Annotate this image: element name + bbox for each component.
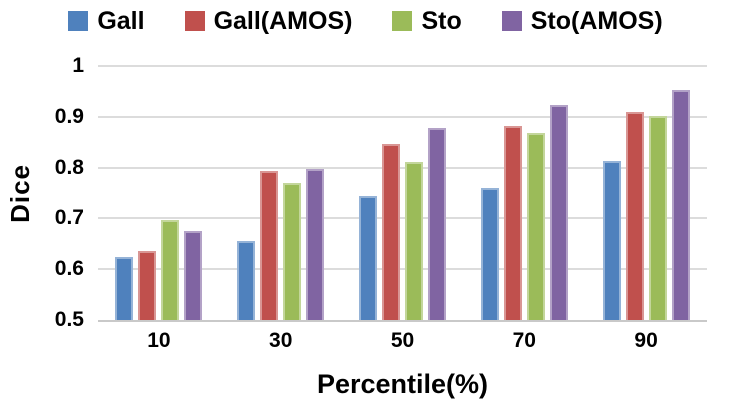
bar-sto-amos-10 — [184, 231, 203, 320]
bar-gall-50 — [358, 196, 377, 320]
bar-group-30 — [220, 66, 342, 320]
bar-group-10 — [98, 66, 220, 320]
legend-item-sto-amos: Sto(AMOS) — [501, 7, 663, 35]
bar-sto-amos-30 — [306, 168, 325, 320]
gridline-1 — [98, 65, 707, 67]
x-axis-title: Percentile(%) — [316, 369, 489, 399]
legend-item-gall-amos: Gall(AMOS) — [184, 7, 353, 35]
legend-swatch-sto — [392, 11, 413, 31]
legend-swatch-gall-amos — [184, 11, 205, 31]
bar-sto-30 — [283, 182, 302, 320]
y-tick-label-0.7: 0.7 — [54, 206, 84, 230]
bar-gall-90 — [602, 161, 621, 320]
bar-gall-amos-70 — [503, 125, 522, 320]
legend-label-sto: Sto — [421, 7, 462, 35]
bar-gall-amos-30 — [260, 171, 279, 320]
chart-legend: Gall Gall(AMOS) Sto Sto(AMOS) — [0, 7, 731, 35]
legend-item-gall: Gall — [68, 7, 145, 35]
x-axis-tick-labels: 10 30 50 70 90 — [98, 329, 707, 353]
bar-group-90 — [585, 66, 707, 320]
x-tick-label-50: 50 — [390, 329, 415, 352]
bar-sto-90 — [648, 116, 667, 320]
legend-swatch-sto-amos — [501, 11, 522, 31]
x-tick-label-70: 70 — [512, 329, 536, 352]
y-tick-label-1: 1 — [72, 54, 84, 77]
bar-group-70 — [463, 66, 585, 320]
gridline-0.8 — [98, 166, 707, 169]
gridline-0.9 — [98, 115, 707, 118]
legend-item-sto: Sto — [392, 7, 462, 35]
legend-label-sto-amos: Sto(AMOS) — [530, 7, 663, 35]
bar-gall-70 — [480, 187, 499, 320]
y-tick-label-0.8: 0.8 — [54, 155, 84, 179]
bar-sto-50 — [404, 161, 423, 320]
bar-gall-amos-90 — [625, 111, 644, 320]
bar-sto-amos-90 — [671, 90, 690, 320]
gridline-0.7 — [98, 217, 707, 220]
bar-gall-10 — [115, 256, 134, 320]
y-tick-label-0.9: 0.9 — [54, 104, 84, 128]
y-tick-label-0.5: 0.5 — [54, 308, 84, 331]
x-tick-label-30: 30 — [269, 329, 293, 352]
plot-area — [98, 65, 707, 322]
x-tick-label-90: 90 — [634, 329, 658, 352]
bar-gall-30 — [237, 241, 256, 320]
x-tick-label-10: 10 — [147, 329, 171, 352]
bar-sto-amos-50 — [427, 128, 446, 320]
bar-group-50 — [342, 66, 464, 320]
y-axis-tick-labels: 0.5 0.6 0.7 0.8 0.9 1 — [38, 54, 92, 331]
gridline-0.6 — [98, 268, 707, 271]
bar-gall-amos-50 — [381, 143, 400, 320]
bar-groups — [98, 66, 707, 320]
bar-sto-10 — [161, 220, 180, 320]
bar-sto-70 — [526, 133, 545, 320]
legend-swatch-gall — [68, 11, 89, 31]
legend-label-gall-amos: Gall(AMOS) — [213, 7, 353, 35]
legend-label-gall: Gall — [97, 7, 145, 35]
y-tick-label-0.6: 0.6 — [54, 257, 84, 281]
bar-sto-amos-70 — [549, 105, 568, 320]
bar-gall-amos-10 — [138, 251, 157, 320]
